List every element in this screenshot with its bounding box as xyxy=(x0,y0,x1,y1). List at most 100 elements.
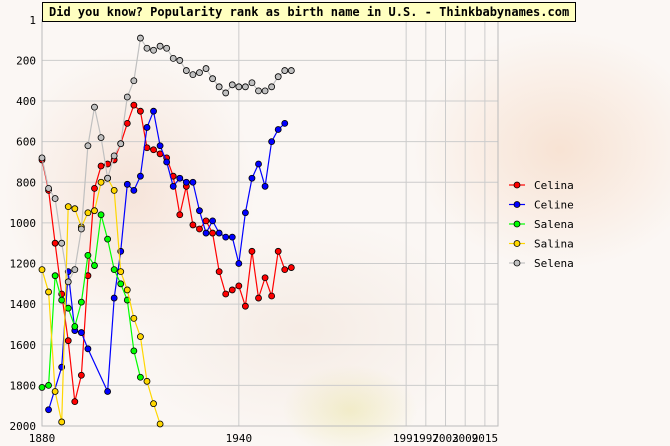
legend-label: Selena xyxy=(534,257,574,270)
series-salena xyxy=(38,211,144,391)
data-point xyxy=(150,46,157,54)
data-point xyxy=(209,75,216,83)
data-point xyxy=(91,207,98,215)
data-point xyxy=(51,195,59,202)
data-point xyxy=(261,182,269,190)
x-tick-label: 2003 xyxy=(432,432,459,445)
data-point xyxy=(248,79,256,87)
data-point xyxy=(202,229,210,237)
data-point xyxy=(123,286,131,294)
data-point xyxy=(84,345,92,353)
data-point xyxy=(209,217,216,225)
data-point xyxy=(235,83,243,91)
data-point xyxy=(281,67,289,74)
data-point xyxy=(51,272,59,280)
series-line xyxy=(41,214,141,388)
y-tick-label: 200 xyxy=(16,54,36,67)
data-point xyxy=(130,347,138,355)
data-point xyxy=(235,282,243,290)
data-point xyxy=(137,107,144,115)
data-point xyxy=(189,71,197,79)
data-point xyxy=(222,89,230,97)
data-point xyxy=(235,260,243,267)
y-tick-label: 1200 xyxy=(10,258,37,271)
data-point xyxy=(130,314,138,322)
data-point xyxy=(209,229,216,237)
data-point xyxy=(130,101,138,109)
data-point xyxy=(287,264,295,271)
data-point xyxy=(64,337,72,345)
data-point xyxy=(196,69,203,77)
data-point xyxy=(228,233,236,241)
data-point xyxy=(182,67,190,74)
data-point xyxy=(71,398,79,406)
data-point xyxy=(137,373,144,381)
data-point xyxy=(202,217,210,225)
data-point xyxy=(222,233,230,241)
data-point xyxy=(281,119,289,127)
legend-marker xyxy=(513,220,521,228)
data-point xyxy=(91,262,98,269)
y-tick-label: 1000 xyxy=(10,217,37,230)
data-point xyxy=(64,203,72,211)
data-point xyxy=(123,180,131,188)
data-point xyxy=(274,126,282,133)
series-layer xyxy=(38,34,295,428)
data-point xyxy=(287,67,295,74)
y-tick-label: 800 xyxy=(16,176,36,189)
gridlines xyxy=(41,19,498,427)
data-point xyxy=(281,266,289,274)
data-point xyxy=(143,44,151,52)
data-point xyxy=(51,239,59,247)
data-point xyxy=(77,371,85,379)
data-point xyxy=(117,268,125,276)
data-point xyxy=(248,247,256,255)
data-point xyxy=(71,205,79,213)
data-point xyxy=(156,42,164,50)
data-point xyxy=(77,225,85,233)
data-point xyxy=(97,178,105,186)
data-point xyxy=(91,103,98,111)
data-point xyxy=(104,174,112,182)
data-point xyxy=(97,211,105,219)
data-point xyxy=(38,384,46,391)
legend-marker xyxy=(513,240,521,247)
x-tick-label: 2009 xyxy=(452,432,479,445)
data-point xyxy=(156,420,164,428)
data-point xyxy=(176,174,184,182)
data-point xyxy=(123,119,131,127)
legend-marker xyxy=(513,201,521,208)
data-point xyxy=(71,323,79,330)
data-point xyxy=(274,73,282,81)
data-point xyxy=(130,77,138,85)
data-point xyxy=(169,54,177,62)
legend-marker xyxy=(513,259,521,267)
data-point xyxy=(58,296,66,304)
data-point xyxy=(150,146,157,154)
y-tick-label: 600 xyxy=(16,136,36,149)
data-point xyxy=(196,207,203,215)
y-tick-label: 2000 xyxy=(10,420,37,433)
data-point xyxy=(97,134,105,141)
data-point xyxy=(202,65,210,72)
data-point xyxy=(182,178,190,186)
data-point xyxy=(45,288,52,296)
x-tick-label: 1940 xyxy=(226,432,253,445)
data-point xyxy=(110,187,118,194)
data-point xyxy=(51,388,59,395)
data-point xyxy=(84,142,92,150)
data-point xyxy=(215,268,223,276)
data-point xyxy=(45,184,52,192)
data-point xyxy=(255,294,262,302)
x-tick-label: 1997 xyxy=(413,432,440,445)
data-point xyxy=(137,333,144,341)
data-point xyxy=(241,209,249,217)
data-point xyxy=(228,286,236,294)
data-point xyxy=(261,87,269,95)
data-point xyxy=(248,174,256,182)
data-point xyxy=(255,87,262,95)
data-point xyxy=(110,266,118,274)
